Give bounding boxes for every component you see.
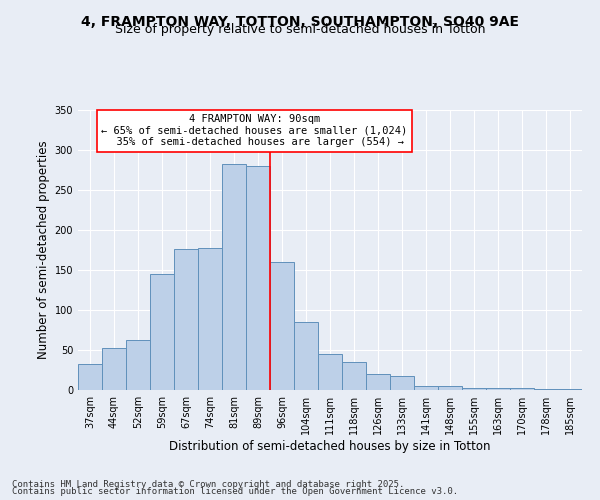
X-axis label: Distribution of semi-detached houses by size in Totton: Distribution of semi-detached houses by … [169,440,491,453]
Bar [150,274,174,390]
Text: Size of property relative to semi-detached houses in Totton: Size of property relative to semi-detach… [115,22,485,36]
Bar [294,322,318,390]
Text: 4, FRAMPTON WAY, TOTTON, SOUTHAMPTON, SO40 9AE: 4, FRAMPTON WAY, TOTTON, SOUTHAMPTON, SO… [81,15,519,29]
Bar [486,388,510,390]
Bar [366,374,390,390]
Bar [414,386,438,390]
Bar [342,362,366,390]
Bar [534,389,558,390]
Text: Contains public sector information licensed under the Open Government Licence v3: Contains public sector information licen… [12,488,458,496]
Bar [390,376,414,390]
Bar [462,388,486,390]
Bar [318,354,342,390]
Text: Contains HM Land Registry data © Crown copyright and database right 2025.: Contains HM Land Registry data © Crown c… [12,480,404,489]
Bar [198,248,222,390]
Bar [174,249,198,390]
Bar [510,388,534,390]
Text: 4 FRAMPTON WAY: 90sqm
← 65% of semi-detached houses are smaller (1,024)
  35% of: 4 FRAMPTON WAY: 90sqm ← 65% of semi-deta… [101,114,407,148]
Bar [246,166,270,390]
Bar [126,340,150,390]
Bar [558,389,582,390]
Bar [270,262,294,390]
Y-axis label: Number of semi-detached properties: Number of semi-detached properties [37,140,50,360]
Bar [438,386,462,390]
Bar [222,164,246,390]
Bar [102,348,126,390]
Bar [78,364,102,390]
